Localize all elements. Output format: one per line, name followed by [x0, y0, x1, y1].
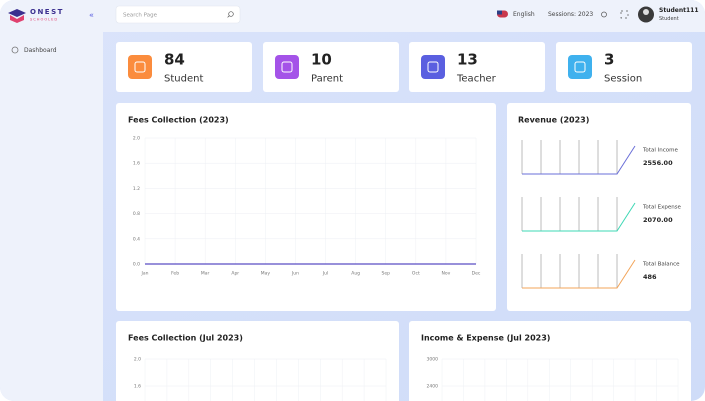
card-value: 10: [311, 51, 332, 69]
y-tick-label: 1.6: [133, 161, 140, 167]
card-value: 84: [164, 51, 185, 69]
stat-card: [263, 42, 399, 92]
x-tick-label: Sep: [381, 271, 390, 277]
card-label: Session: [604, 74, 642, 85]
menu-icon: [11, 46, 19, 54]
search-placeholder: Search Page: [123, 13, 158, 19]
panel: [507, 103, 691, 311]
x-tick-label: Aug: [351, 271, 360, 277]
menu-item[interactable]: Dashboard: [24, 47, 57, 54]
panel: [409, 321, 691, 401]
card-value: 3: [604, 51, 614, 69]
logo-icon: [10, 15, 24, 23]
x-tick-label: Jan: [141, 271, 149, 277]
flag-icon: [497, 10, 502, 15]
card-icon-glyph: [574, 61, 586, 73]
x-tick-label: Feb: [171, 271, 179, 277]
logo-icon: [8, 9, 26, 17]
revenue-label: Total Income: [642, 148, 678, 154]
panel-title: Revenue (2023): [518, 116, 589, 125]
fullscreen-icon[interactable]: [620, 10, 629, 19]
panel: [116, 321, 399, 401]
search-icon: [227, 15, 230, 18]
card-icon-glyph: [281, 61, 293, 73]
card-icon-glyph: [427, 61, 439, 73]
logo-subtext: SCHOOLED: [30, 18, 58, 22]
session[interactable]: Sessions: 2023: [548, 11, 593, 18]
sparkline: [522, 145, 636, 175]
y-tick-label: 2.0: [134, 357, 141, 363]
x-tick-label: Oct: [412, 271, 420, 277]
theme-icon[interactable]: [601, 11, 607, 18]
x-tick-label: Jul: [322, 271, 328, 277]
x-tick-label: Jun: [291, 271, 299, 277]
search-box[interactable]: [115, 5, 241, 24]
card-label: Parent: [311, 74, 343, 85]
y-tick-label: 3000: [427, 357, 439, 363]
panel: [116, 103, 496, 311]
logo-text: ONEST: [30, 8, 64, 16]
card-icon: [275, 55, 299, 79]
y-tick-label: 0.8: [133, 211, 140, 217]
revenue-value: 2070.00: [643, 216, 673, 224]
stat-card: [116, 42, 252, 92]
avatar: [643, 9, 649, 15]
y-tick-label: 2.0: [133, 136, 140, 142]
panel-title: Fees Collection (2023): [128, 116, 229, 125]
y-tick-label: 0.0: [133, 262, 140, 268]
stat-card: [556, 42, 692, 92]
sparkline: [522, 202, 636, 232]
card-icon: [421, 55, 445, 79]
user-role: Student: [659, 16, 679, 22]
sidebar: [0, 0, 103, 401]
search-icon[interactable]: [228, 11, 234, 17]
panel-title: Fees Collection (Jul 2023): [128, 334, 243, 343]
x-tick-label: Apr: [231, 271, 239, 277]
card-icon-glyph: [134, 61, 146, 73]
card-value: 13: [457, 51, 478, 69]
y-tick-label: 1.6: [134, 384, 141, 390]
collapse-icon[interactable]: «: [89, 11, 94, 20]
user-name[interactable]: Student111: [659, 7, 699, 14]
revenue-value: 486: [643, 273, 657, 281]
y-tick-label: 2400: [427, 384, 439, 390]
stat-card: [409, 42, 545, 92]
x-tick-label: Nov: [442, 271, 451, 277]
card-icon: [128, 55, 152, 79]
language[interactable]: English: [513, 11, 535, 18]
revenue-label: Total Balance: [642, 262, 680, 268]
revenue-label: Total Expense: [642, 205, 682, 211]
x-tick-label: Mar: [201, 271, 210, 277]
card-label: Teacher: [456, 74, 497, 85]
card-label: Student: [164, 74, 203, 85]
y-tick-label: 1.2: [133, 186, 140, 192]
x-tick-label: May: [261, 271, 271, 277]
sparkline: [522, 259, 636, 289]
x-tick-label: Dec: [472, 271, 481, 277]
card-icon: [568, 55, 592, 79]
revenue-value: 2556.00: [643, 159, 673, 167]
panel-title: Income & Expense (Jul 2023): [421, 334, 550, 343]
y-tick-label: 0.4: [133, 236, 140, 242]
